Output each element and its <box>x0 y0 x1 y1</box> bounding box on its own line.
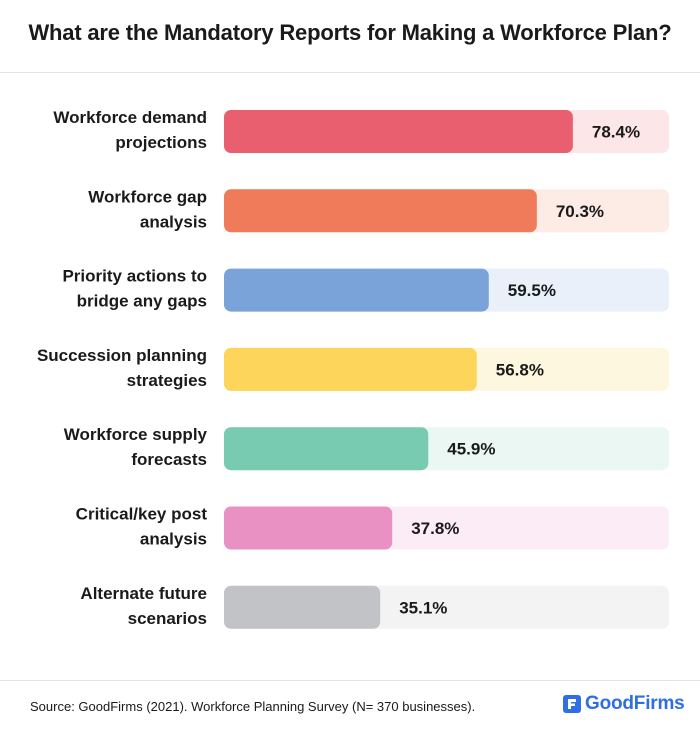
bar-chart: 78.4% Workforce demand projections 70.3% Wor… <box>37 108 669 629</box>
bar <box>224 268 489 312</box>
bar-row: 59.5% Priority actions to bridge any gaps <box>62 267 669 312</box>
bar <box>224 585 381 629</box>
title-divider <box>0 72 700 73</box>
category-label: Workforce supply forecasts <box>64 425 208 469</box>
category-label: Priority actions to bridge any gaps <box>62 267 207 311</box>
category-label: Workforce gap analysis <box>88 187 207 231</box>
bar <box>224 347 477 391</box>
bar <box>224 506 393 550</box>
brand-logo: GoodFirms <box>563 693 685 715</box>
bar-row: 70.3% Workforce gap analysis <box>88 187 669 233</box>
bar <box>224 110 573 153</box>
category-label: Succession planning strategies <box>37 346 207 390</box>
bar <box>224 427 429 471</box>
bar-row: 37.8% Critical/key post analysis <box>76 505 669 550</box>
category-label: Workforce demand projections <box>53 108 207 152</box>
bar-row: 56.8% Succession planning strategies <box>37 346 669 391</box>
category-label: Alternate future scenarios <box>80 584 207 628</box>
value-label: 70.3% <box>556 202 604 221</box>
value-label: 45.9% <box>447 440 495 459</box>
bar-row: 45.9% Workforce supply forecasts <box>64 425 669 471</box>
value-label: 56.8% <box>496 360 544 379</box>
brand-name: GoodFirms <box>585 693 685 714</box>
category-label: Critical/key post analysis <box>76 505 208 549</box>
bar <box>224 189 537 233</box>
bar-row: 35.1% Alternate future scenarios <box>80 584 669 629</box>
bar-row: 78.4% Workforce demand projections <box>53 108 669 153</box>
value-label: 78.4% <box>592 123 640 142</box>
footer-divider <box>0 680 700 681</box>
source-note: Source: GoodFirms (2021). Workforce Plan… <box>30 699 476 714</box>
value-label: 35.1% <box>399 598 447 617</box>
value-label: 59.5% <box>508 281 556 300</box>
goodfirms-logo-icon <box>563 695 581 713</box>
value-label: 37.8% <box>411 519 459 538</box>
chart-title: What are the Mandatory Reports for Makin… <box>28 20 672 45</box>
